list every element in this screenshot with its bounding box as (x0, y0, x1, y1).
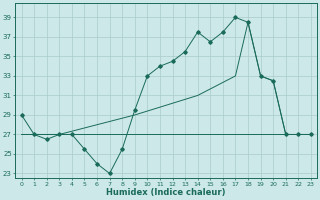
X-axis label: Humidex (Indice chaleur): Humidex (Indice chaleur) (107, 188, 226, 197)
